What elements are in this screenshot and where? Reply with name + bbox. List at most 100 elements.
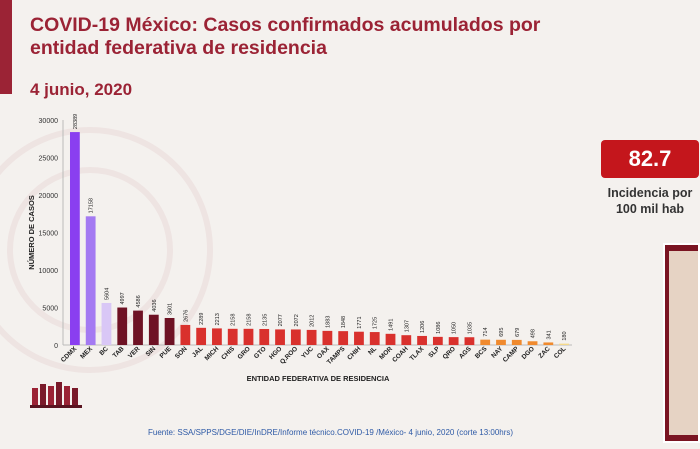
data-label: 341 bbox=[546, 330, 552, 339]
x-tick-label: TLAX bbox=[409, 345, 426, 362]
bar bbox=[417, 335, 427, 345]
data-label: 1725 bbox=[373, 317, 379, 329]
data-label: 2012 bbox=[310, 315, 316, 327]
speaker-video bbox=[669, 251, 698, 435]
x-tick-label: QRO bbox=[442, 345, 457, 360]
bar bbox=[69, 132, 80, 345]
data-label: 2077 bbox=[278, 314, 284, 326]
data-label: 498 bbox=[531, 329, 537, 338]
x-axis-title: ENTIDAD FEDERATIVA DE RESIDENCIA bbox=[247, 374, 390, 383]
data-label: 1883 bbox=[325, 316, 331, 328]
source-note: Fuente: SSA/SPPS/DGE/DIE/InDRE/Informe t… bbox=[148, 428, 514, 437]
data-label: 5604 bbox=[104, 288, 110, 300]
data-label: 2158 bbox=[246, 314, 252, 326]
bar bbox=[448, 337, 459, 345]
bar bbox=[227, 328, 238, 345]
data-label: 4036 bbox=[152, 299, 158, 311]
x-tick-label: CAMP bbox=[502, 345, 521, 364]
bar bbox=[432, 336, 443, 345]
data-label: 1086 bbox=[436, 322, 442, 334]
data-label: 1050 bbox=[452, 322, 458, 334]
bar bbox=[480, 339, 491, 345]
bar bbox=[527, 341, 538, 345]
data-label: 17158 bbox=[89, 198, 95, 213]
x-tick-label: MEX bbox=[79, 345, 94, 360]
speaker-video-frame bbox=[663, 243, 700, 443]
bar bbox=[401, 335, 412, 345]
data-label: 1848 bbox=[341, 316, 347, 328]
data-label: 2072 bbox=[294, 314, 300, 326]
bar bbox=[148, 314, 159, 345]
x-tick-label: CHIS bbox=[220, 345, 236, 361]
bar bbox=[275, 329, 285, 345]
x-tick-label: DGO bbox=[521, 345, 536, 360]
incidence-label: Incidencia por 100 mil hab bbox=[607, 186, 693, 216]
data-label: 2158 bbox=[231, 314, 237, 326]
y-tick-label: 5000 bbox=[42, 306, 58, 313]
incidence-value: 82.7 bbox=[601, 140, 699, 178]
y-tick-label: 25000 bbox=[39, 156, 59, 163]
data-label: 1307 bbox=[404, 320, 410, 332]
x-tick-label: COAH bbox=[391, 345, 410, 364]
y-tick-label: 0 bbox=[54, 343, 58, 350]
bar bbox=[290, 329, 301, 345]
data-label: 4586 bbox=[136, 295, 142, 307]
x-tick-label: YUC bbox=[300, 345, 315, 360]
bar bbox=[464, 337, 475, 345]
x-tick-label: GRO bbox=[236, 345, 251, 360]
bar bbox=[243, 328, 254, 345]
page-title: COVID-19 México: Casos confirmados acumu… bbox=[30, 14, 541, 59]
bar bbox=[212, 328, 222, 345]
data-label: 695 bbox=[499, 328, 505, 337]
data-label: 1035 bbox=[467, 322, 473, 334]
x-tick-label: CDMX bbox=[60, 345, 79, 364]
data-label: 180 bbox=[562, 331, 568, 340]
data-label: 2213 bbox=[215, 313, 221, 325]
bar bbox=[322, 330, 333, 345]
bar bbox=[369, 332, 380, 345]
bar bbox=[496, 339, 506, 345]
y-tick-label: 30000 bbox=[39, 118, 59, 125]
brand-accent-bar bbox=[0, 0, 12, 94]
x-tick-label: BCS bbox=[474, 345, 489, 360]
bar bbox=[385, 333, 396, 345]
x-tick-label: PUE bbox=[159, 345, 174, 360]
x-tick-label: SON bbox=[174, 345, 189, 360]
data-label: 2676 bbox=[183, 310, 189, 322]
bar bbox=[164, 317, 175, 345]
bar bbox=[559, 343, 570, 345]
x-tick-label: VER bbox=[127, 345, 142, 360]
bar bbox=[101, 302, 112, 345]
y-axis-title: NÚMERO DE CASOS bbox=[27, 195, 36, 270]
data-label: 28389 bbox=[73, 114, 79, 129]
bar bbox=[543, 342, 554, 345]
data-label: 1771 bbox=[357, 316, 363, 328]
data-label: 714 bbox=[483, 327, 489, 336]
x-tick-label: SIN bbox=[145, 345, 158, 358]
y-tick-label: 20000 bbox=[39, 193, 59, 200]
bar bbox=[354, 331, 364, 345]
x-tick-label: AGS bbox=[458, 345, 473, 360]
x-tick-label: NL bbox=[367, 345, 378, 356]
x-tick-label: GTO bbox=[253, 345, 268, 360]
government-logo bbox=[30, 382, 82, 408]
x-tick-label: BC bbox=[98, 345, 110, 357]
bar bbox=[338, 331, 349, 345]
x-tick-label: TAB bbox=[112, 345, 126, 359]
bar bbox=[259, 328, 270, 345]
data-label: 4997 bbox=[120, 292, 126, 304]
x-tick-label: COL bbox=[553, 345, 568, 360]
data-label: 1206 bbox=[420, 321, 426, 333]
bar bbox=[85, 216, 96, 345]
x-tick-label: Q.ROO bbox=[279, 345, 299, 365]
x-tick-label: TAMPS bbox=[326, 345, 347, 366]
bar bbox=[511, 339, 522, 345]
data-label: 2289 bbox=[199, 313, 205, 325]
data-label: 1491 bbox=[389, 319, 395, 331]
report-date: 4 junio, 2020 bbox=[30, 80, 133, 99]
data-label: 3601 bbox=[168, 303, 174, 315]
bar bbox=[133, 310, 143, 345]
bar bbox=[117, 307, 128, 345]
x-tick-label: ZAC bbox=[537, 345, 552, 360]
